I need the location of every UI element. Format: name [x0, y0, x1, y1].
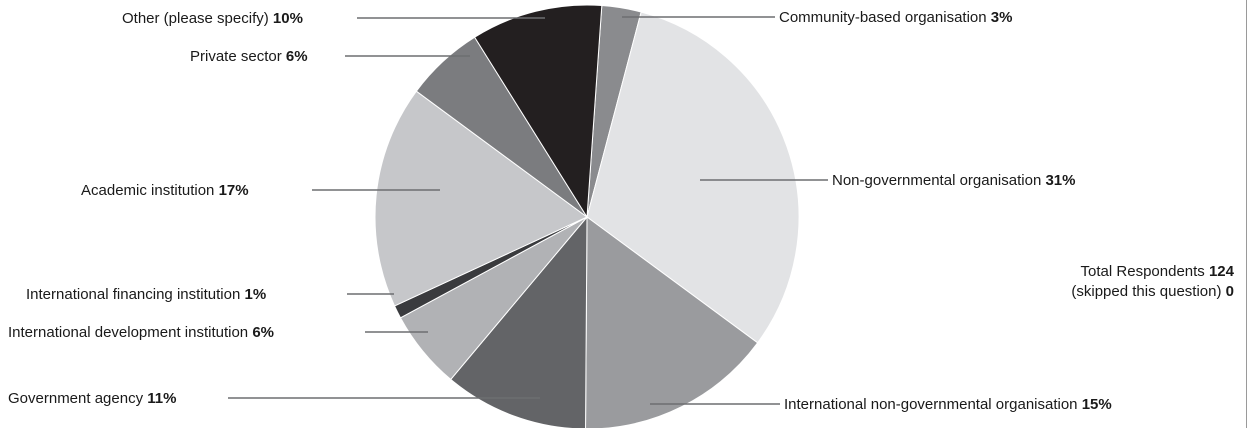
total-respondents-label: Total Respondents [1080, 263, 1205, 280]
slice-value-label: 15% [1082, 396, 1112, 413]
slice-label-non-governmental-organisation: Non-governmental organisation 31% [832, 172, 1076, 189]
slice-value-label: 6% [252, 324, 274, 341]
slice-label-international-financing-institution: International financing institution 1% [26, 286, 266, 303]
skipped-question-label: (skipped this question) [1071, 283, 1222, 300]
slice-value-label: 1% [244, 286, 266, 303]
pie-slice-international-non-governmental-organisation [585, 216, 759, 428]
slice-value-label: 17% [219, 182, 249, 199]
slice-label-other-please-specify: Other (please specify) 10% [122, 10, 303, 27]
pie-slice-academic-institution [374, 90, 588, 307]
slice-labels: Community-based organisation 3% Non-gover… [8, 9, 1112, 413]
slice-label-text: International development institution [8, 324, 252, 341]
pie-slices [374, 4, 800, 428]
slice-label-international-non-governmental-organisation: International non-governmental organisat… [784, 396, 1112, 413]
slice-label-text: Government agency [8, 390, 147, 407]
total-respondents-value: 124 [1208, 263, 1234, 280]
slice-value-label: 3% [991, 9, 1013, 26]
slice-value-label: 10% [273, 10, 303, 27]
slice-label-text: Community-based organisation [779, 9, 991, 26]
slice-label-text: Non-governmental organisation [832, 172, 1045, 189]
slice-label-text: Other (please specify) [122, 10, 273, 27]
right-border [1246, 0, 1247, 428]
slice-value-label: 11% [147, 390, 176, 407]
slice-label-text: International financing institution [26, 286, 244, 303]
slice-label-international-development-institution: International development institution 6% [8, 324, 274, 341]
slice-label-text: Private sector [190, 48, 286, 65]
slice-label-community-based-organisation: Community-based organisation 3% [779, 9, 1012, 26]
skipped-question: (skipped this question) 0 [1071, 282, 1234, 302]
pie-slice-government-agency [450, 215, 588, 428]
skipped-question-value: 0 [1225, 283, 1234, 300]
pie-slice-non-governmental-organisation [586, 11, 800, 344]
slice-value-label: 31% [1045, 172, 1075, 189]
slice-label-text: International non-governmental organisat… [784, 396, 1082, 413]
leader-lines [228, 16, 828, 405]
slice-value-label: 6% [286, 48, 308, 65]
slice-label-academic-institution: Academic institution 17% [81, 182, 249, 199]
respondent-totals: Total Respondents 124 (skipped this ques… [1071, 262, 1234, 302]
slice-label-text: Academic institution [81, 182, 219, 199]
pie-slice-other-please-specify [473, 4, 603, 219]
slice-label-private-sector: Private sector 6% [190, 48, 308, 65]
slice-label-government-agency: Government agency 11% [8, 390, 176, 407]
total-respondents: Total Respondents 124 [1071, 262, 1234, 282]
